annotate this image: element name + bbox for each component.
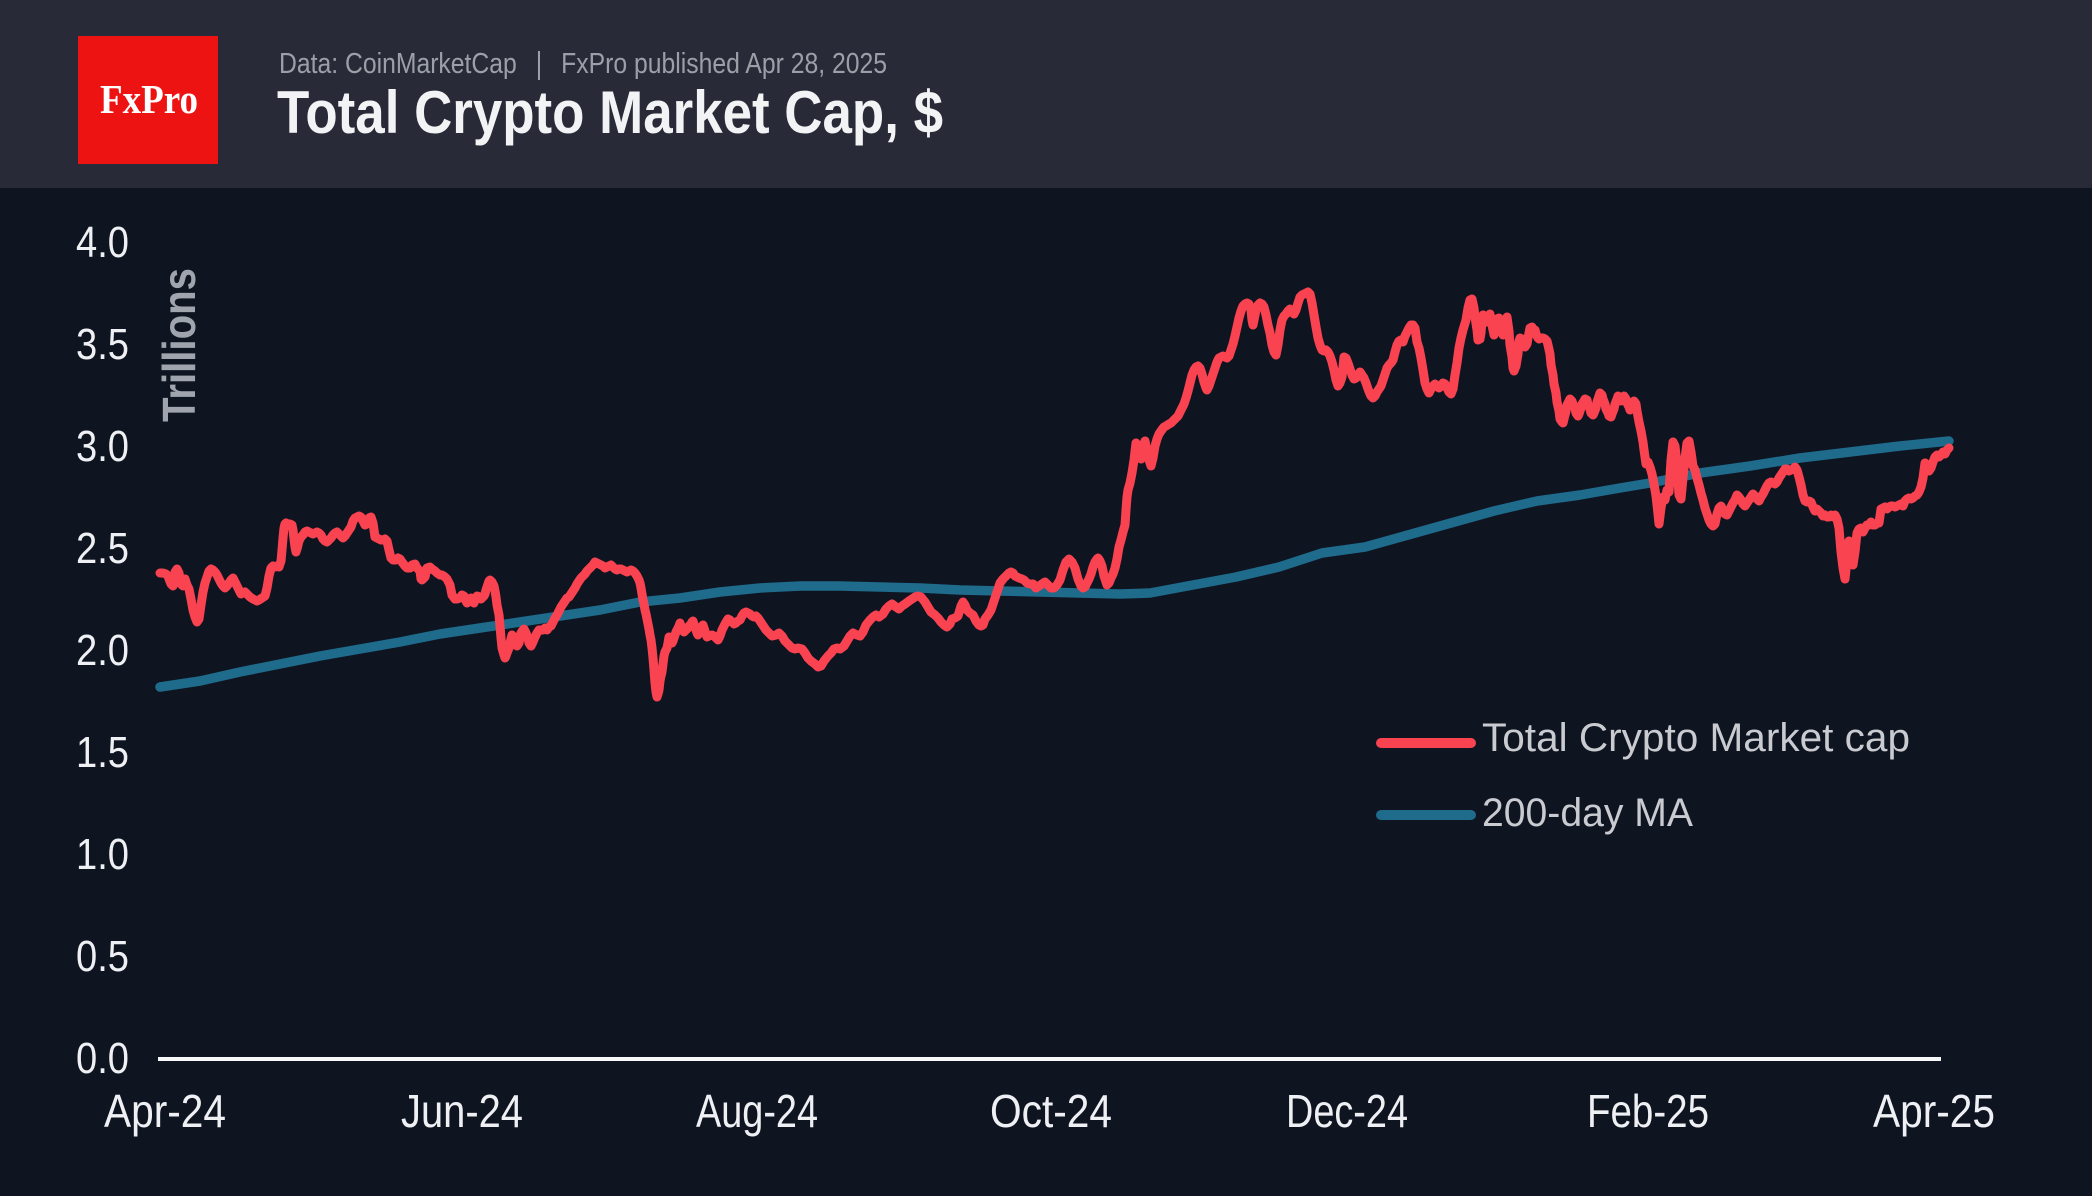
svg-text:Apr-25: Apr-25: [1873, 1085, 1995, 1137]
svg-text:Total Crypto Market Cap, $: Total Crypto Market Cap, $: [277, 79, 943, 146]
svg-text:1.0: 1.0: [76, 830, 129, 879]
svg-text:Jun-24: Jun-24: [401, 1085, 523, 1137]
svg-text:200-day MA: 200-day MA: [1482, 791, 1693, 835]
svg-text:Oct-24: Oct-24: [990, 1085, 1112, 1137]
svg-text:1.5: 1.5: [76, 728, 129, 777]
svg-text:Trillions: Trillions: [153, 268, 205, 422]
svg-text:Total Crypto Market cap: Total Crypto Market cap: [1482, 716, 1910, 760]
svg-text:3.0: 3.0: [76, 422, 129, 471]
svg-text:0.0: 0.0: [76, 1034, 129, 1083]
svg-text:2.0: 2.0: [76, 626, 129, 675]
svg-text:0.5: 0.5: [76, 932, 129, 981]
svg-text:Dec-24: Dec-24: [1286, 1085, 1408, 1137]
svg-text:FxPro: FxPro: [100, 76, 198, 122]
svg-text:Feb-25: Feb-25: [1587, 1085, 1709, 1137]
svg-text:Aug-24: Aug-24: [696, 1085, 818, 1137]
svg-text:2.5: 2.5: [76, 524, 129, 573]
svg-text:Data: CoinMarketCap ❘ FxPro: Data: CoinMarketCap ❘ FxPro published Ap…: [279, 48, 887, 80]
svg-text:Apr-24: Apr-24: [104, 1085, 226, 1137]
svg-text:4.0: 4.0: [76, 218, 129, 267]
svg-text:3.5: 3.5: [76, 320, 129, 369]
